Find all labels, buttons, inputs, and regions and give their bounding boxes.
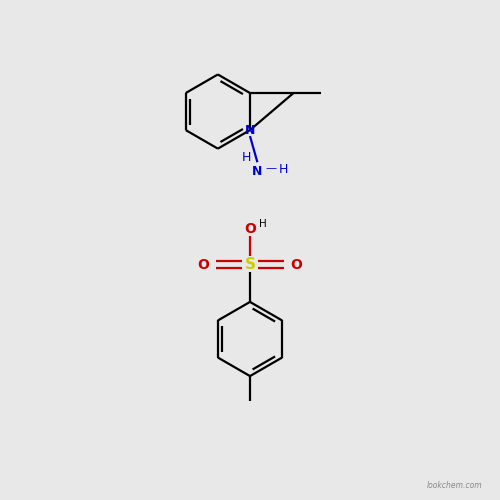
Text: H: H: [242, 152, 251, 164]
Text: H: H: [259, 220, 266, 230]
Text: —: —: [266, 163, 277, 173]
Text: O: O: [244, 222, 256, 236]
Text: lookchem.com: lookchem.com: [427, 481, 482, 490]
Text: O: O: [198, 258, 209, 272]
Text: N: N: [252, 164, 262, 177]
Text: H: H: [278, 163, 288, 176]
Text: O: O: [290, 258, 302, 272]
Text: S: S: [244, 258, 256, 272]
Text: N: N: [245, 124, 255, 136]
